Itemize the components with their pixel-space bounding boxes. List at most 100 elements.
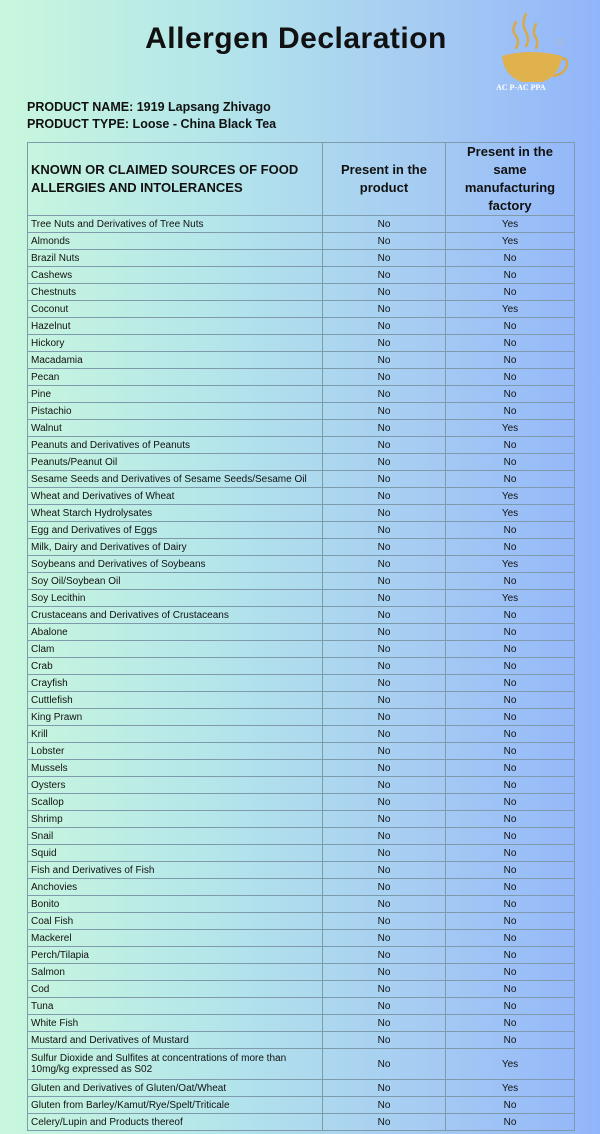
allergen-name: Walnut xyxy=(27,419,323,437)
table-row: Bonito No No xyxy=(27,895,575,913)
present-in-factory: No xyxy=(445,776,575,794)
table-row: Sesame Seeds and Derivatives of Sesame S… xyxy=(27,470,575,488)
present-in-factory: Yes xyxy=(445,1079,575,1097)
present-in-product: No xyxy=(322,708,446,726)
present-in-factory: Yes xyxy=(445,215,575,233)
allergen-name: Coconut xyxy=(27,300,323,318)
present-in-product: No xyxy=(322,436,446,454)
present-in-product: No xyxy=(322,997,446,1015)
table-row: Pistachio No No xyxy=(27,402,575,420)
allergen-name: Pine xyxy=(27,385,323,403)
allergen-name: Tree Nuts and Derivatives of Tree Nuts xyxy=(27,215,323,233)
present-in-product: No xyxy=(322,725,446,743)
table-row: Egg and Derivatives of Eggs No No xyxy=(27,521,575,539)
allergen-name: Fish and Derivatives of Fish xyxy=(27,861,323,879)
allergen-name: Crayfish xyxy=(27,674,323,692)
present-in-factory: No xyxy=(445,283,575,301)
allergen-name: Sulfur Dioxide and Sulfites at concentra… xyxy=(27,1048,323,1080)
present-in-product: No xyxy=(322,470,446,488)
present-in-factory: No xyxy=(445,640,575,658)
table-row: Squid No No xyxy=(27,844,575,862)
present-in-product: No xyxy=(322,453,446,471)
present-in-factory: Yes xyxy=(445,232,575,250)
allergen-name: Snail xyxy=(27,827,323,845)
table-row: Snail No No xyxy=(27,827,575,845)
table-row: Milk, Dairy and Derivatives of Dairy No No xyxy=(27,538,575,556)
tea-cup-logo: AC P-AC PPA xyxy=(496,12,569,90)
present-in-product: No xyxy=(322,912,446,930)
table-row: Gluten from Barley/Kamut/Rye/Spelt/Triti… xyxy=(27,1096,575,1114)
present-in-factory: No xyxy=(445,453,575,471)
table-row: Walnut No Yes xyxy=(27,419,575,437)
present-in-product: No xyxy=(322,895,446,913)
present-in-product: No xyxy=(322,691,446,709)
table-row: Lobster No No xyxy=(27,742,575,760)
header-present-in-factory: Present in the same manufacturing factor… xyxy=(445,142,575,216)
table-row: Shrimp No No xyxy=(27,810,575,828)
table-row: Chestnuts No No xyxy=(27,283,575,301)
allergen-name: Egg and Derivatives of Eggs xyxy=(27,521,323,539)
allergen-name: Pecan xyxy=(27,368,323,386)
present-in-product: No xyxy=(322,674,446,692)
present-in-product: No xyxy=(322,504,446,522)
present-in-product: No xyxy=(322,759,446,777)
table-row: Mussels No No xyxy=(27,759,575,777)
present-in-factory: Yes xyxy=(445,555,575,573)
table-row: Scallop No No xyxy=(27,793,575,811)
present-in-factory: No xyxy=(445,385,575,403)
present-in-product: No xyxy=(322,963,446,981)
present-in-factory: No xyxy=(445,470,575,488)
table-row: Crab No No xyxy=(27,657,575,675)
present-in-factory: No xyxy=(445,810,575,828)
present-in-factory: No xyxy=(445,521,575,539)
table-row: Sulfur Dioxide and Sulfites at concentra… xyxy=(27,1048,575,1080)
present-in-factory: No xyxy=(445,1014,575,1032)
table-row: Perch/Tilapia No No xyxy=(27,946,575,964)
table-row: Anchovies No No xyxy=(27,878,575,896)
present-in-factory: No xyxy=(445,1031,575,1049)
present-in-factory: No xyxy=(445,402,575,420)
allergen-name: Cashews xyxy=(27,266,323,284)
allergen-name: Hazelnut xyxy=(27,317,323,335)
present-in-factory: Yes xyxy=(445,1048,575,1080)
table-row: Hickory No No xyxy=(27,334,575,352)
table-row: Soybeans and Derivatives of Soybeans No Ye… xyxy=(27,555,575,573)
present-in-product: No xyxy=(322,232,446,250)
present-in-product: No xyxy=(322,368,446,386)
present-in-factory: No xyxy=(445,963,575,981)
header-present-in-product: Present in the product xyxy=(322,142,446,216)
allergen-name: Anchovies xyxy=(27,878,323,896)
allergen-name: Chestnuts xyxy=(27,283,323,301)
present-in-factory: Yes xyxy=(445,487,575,505)
present-in-product: No xyxy=(322,215,446,233)
table-row: Peanuts and Derivatives of Peanuts No No xyxy=(27,436,575,454)
present-in-product: No xyxy=(322,1113,446,1131)
present-in-product: No xyxy=(322,487,446,505)
allergen-name: Crab xyxy=(27,657,323,675)
allergen-name: King Prawn xyxy=(27,708,323,726)
table-row: Pine No No xyxy=(27,385,575,403)
table-row: Crustaceans and Derivatives of Crustacea… xyxy=(27,606,575,624)
present-in-factory: No xyxy=(445,538,575,556)
svg-text:AC P-AC PPA: AC P-AC PPA xyxy=(496,83,546,90)
allergen-name: Bonito xyxy=(27,895,323,913)
present-in-factory: No xyxy=(445,725,575,743)
present-in-factory: No xyxy=(445,742,575,760)
present-in-product: No xyxy=(322,793,446,811)
present-in-product: No xyxy=(322,538,446,556)
present-in-product: No xyxy=(322,1031,446,1049)
present-in-product: No xyxy=(322,844,446,862)
present-in-factory: No xyxy=(445,368,575,386)
allergen-name: Brazil Nuts xyxy=(27,249,323,267)
allergen-table: KNOWN OR CLAIMED SOURCES OF FOOD ALLERGI… xyxy=(27,142,575,1131)
present-in-factory: No xyxy=(445,878,575,896)
table-row: Cuttlefish No No xyxy=(27,691,575,709)
table-row: Soy Oil/Soybean Oil No No xyxy=(27,572,575,590)
table-row: Fish and Derivatives of Fish No No xyxy=(27,861,575,879)
present-in-factory: Yes xyxy=(445,300,575,318)
allergen-name: Soy Oil/Soybean Oil xyxy=(27,572,323,590)
allergen-name: Macadamia xyxy=(27,351,323,369)
table-row: Gluten and Derivatives of Gluten/Oat/Whe… xyxy=(27,1079,575,1097)
table-row: Almonds No Yes xyxy=(27,232,575,250)
table-row: Salmon No No xyxy=(27,963,575,981)
